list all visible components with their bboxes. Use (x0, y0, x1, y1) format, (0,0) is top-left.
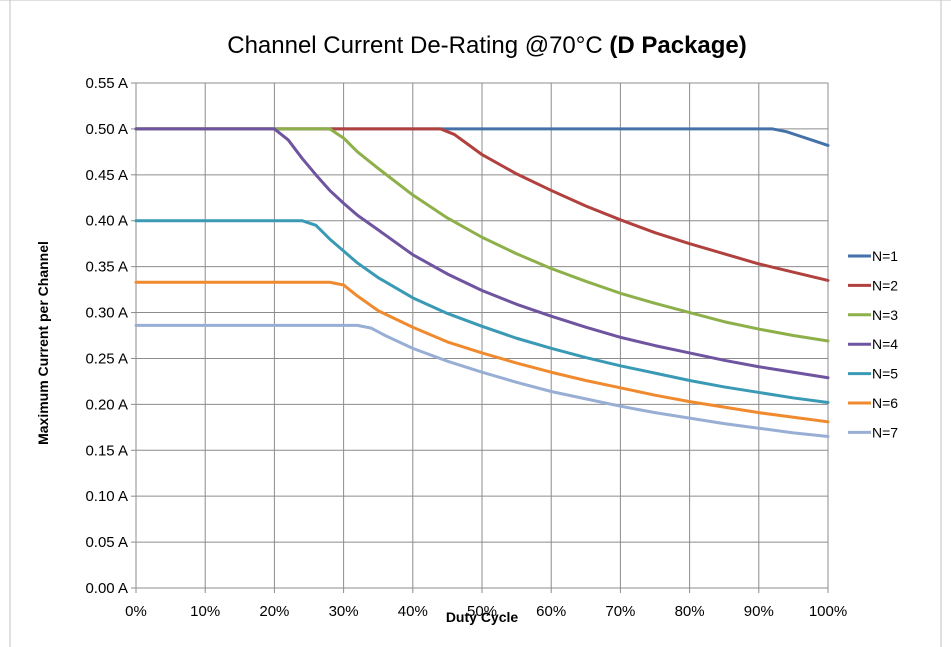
y-axis-label: Maximum Current per Channel (35, 241, 51, 445)
legend-label: N=4 (872, 336, 898, 352)
y-tick-label: 0.40 A (85, 213, 128, 230)
y-tick-label: 0.15 A (85, 442, 128, 459)
y-tick-label: 0.25 A (85, 350, 128, 367)
legend: N=1 N=2 N=3 N=4 N=5 N=6 N=7 (848, 248, 898, 440)
chart-title: Channel Current De-Rating @70°C (D Packa… (227, 32, 747, 59)
x-tick-label: 30% (329, 603, 359, 620)
y-tick-label: 0.00 A (85, 580, 128, 597)
x-axis-label: Duty Cycle (446, 609, 519, 625)
legend-label: N=3 (872, 307, 898, 323)
x-tick-label: 80% (675, 603, 705, 620)
series-lines (134, 127, 830, 438)
y-tick-label: 0.10 A (85, 488, 128, 505)
legend-label: N=2 (872, 277, 898, 293)
series-line-n3 (134, 127, 830, 343)
y-tick-label: 0.30 A (85, 305, 128, 322)
axes (131, 82, 829, 593)
x-tick-label: 0% (125, 603, 147, 620)
x-tick-label: 10% (190, 603, 220, 620)
x-tick-label: 60% (536, 603, 566, 620)
grid (136, 82, 829, 588)
series-line-n5 (134, 219, 830, 405)
y-tick-label: 0.05 A (85, 534, 128, 551)
x-tick-label: 70% (605, 603, 635, 620)
x-tick-label: 20% (259, 603, 289, 620)
y-tick-label: 0.55 A (85, 75, 128, 92)
y-tick-label: 0.45 A (85, 167, 128, 184)
series-line-n7 (134, 323, 830, 438)
tick-labels: 0.00 A 0.05 A 0.10 A 0.15 A 0.20 A 0.25 A 0.30… (85, 75, 847, 620)
series-line-n4 (134, 127, 830, 380)
series-line-n6 (134, 280, 830, 424)
y-tick-label: 0.50 A (85, 121, 128, 138)
legend-label: N=1 (872, 248, 898, 264)
legend-label: N=6 (872, 395, 898, 411)
series-line-n1 (134, 127, 830, 147)
y-tick-label: 0.35 A (85, 259, 128, 276)
chart-title-bold: (D Package) (609, 32, 746, 59)
x-tick-label: 50% (467, 603, 497, 620)
x-tick-label: 100% (809, 603, 847, 620)
chart-title-main: Channel Current De-Rating @70°C (227, 32, 602, 59)
y-tick-label: 0.20 A (85, 396, 128, 413)
legend-label: N=7 (872, 424, 898, 440)
series-line-n2 (134, 127, 830, 282)
x-tick-label: 40% (398, 603, 428, 620)
x-tick-label: 90% (744, 603, 774, 620)
legend-label: N=5 (872, 366, 898, 382)
